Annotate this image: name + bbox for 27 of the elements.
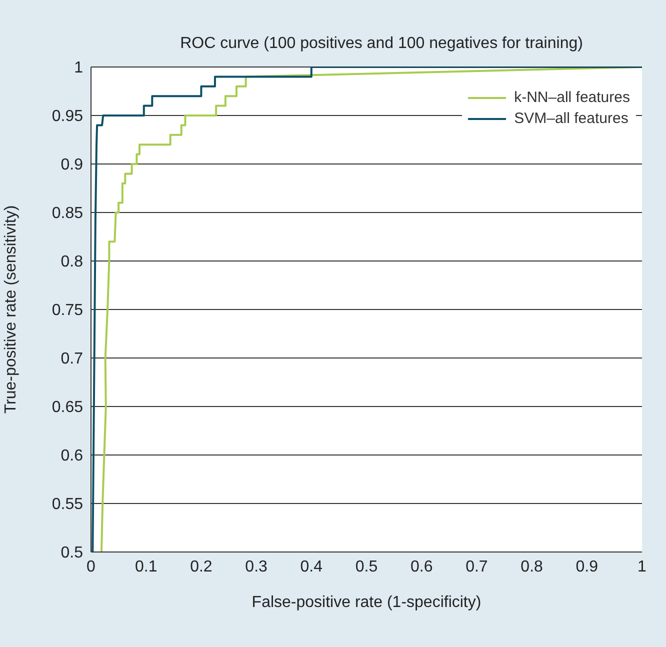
chart-title: ROC curve (100 positives and 100 negatives for training) [179,35,584,53]
y-tick-label: 0.55 [52,496,84,514]
x-tick-label: 0.7 [466,558,488,576]
y-tick-label: 0.65 [52,399,84,416]
y-tick-label: 0.5 [60,544,84,562]
x-tick-label: 0 [86,558,96,576]
y-tick-label: 0.75 [52,302,84,320]
y-tick-label: 0.9 [60,156,84,174]
legend-label: SVM–all features [514,110,628,127]
x-tick-label: 0.9 [576,558,598,576]
y-tick-label: 0.6 [60,448,84,465]
x-tick-label: 0.5 [355,558,378,576]
x-tick-label: 0.1 [134,558,158,576]
y-tick-label: 1 [74,60,84,77]
y-axis-title: True-positive rate (sensitivity) [2,205,20,414]
x-tick-label: 1 [638,558,647,576]
x-tick-label: 0.8 [520,558,544,576]
x-tick-label: 0.6 [410,558,433,576]
x-tick-label: 0.3 [245,558,268,576]
y-tick-label: 0.85 [52,205,84,222]
y-tick-label: 0.95 [52,108,84,126]
x-tick-label: 0.2 [190,558,212,576]
y-tick-label: 0.7 [60,350,84,368]
y-tick-label: 0.8 [60,254,84,271]
x-axis-title: False-positive rate (1-specificity) [252,594,482,611]
legend-label: k-NN–all features [514,89,630,106]
x-tick-label: 0.4 [300,558,323,576]
